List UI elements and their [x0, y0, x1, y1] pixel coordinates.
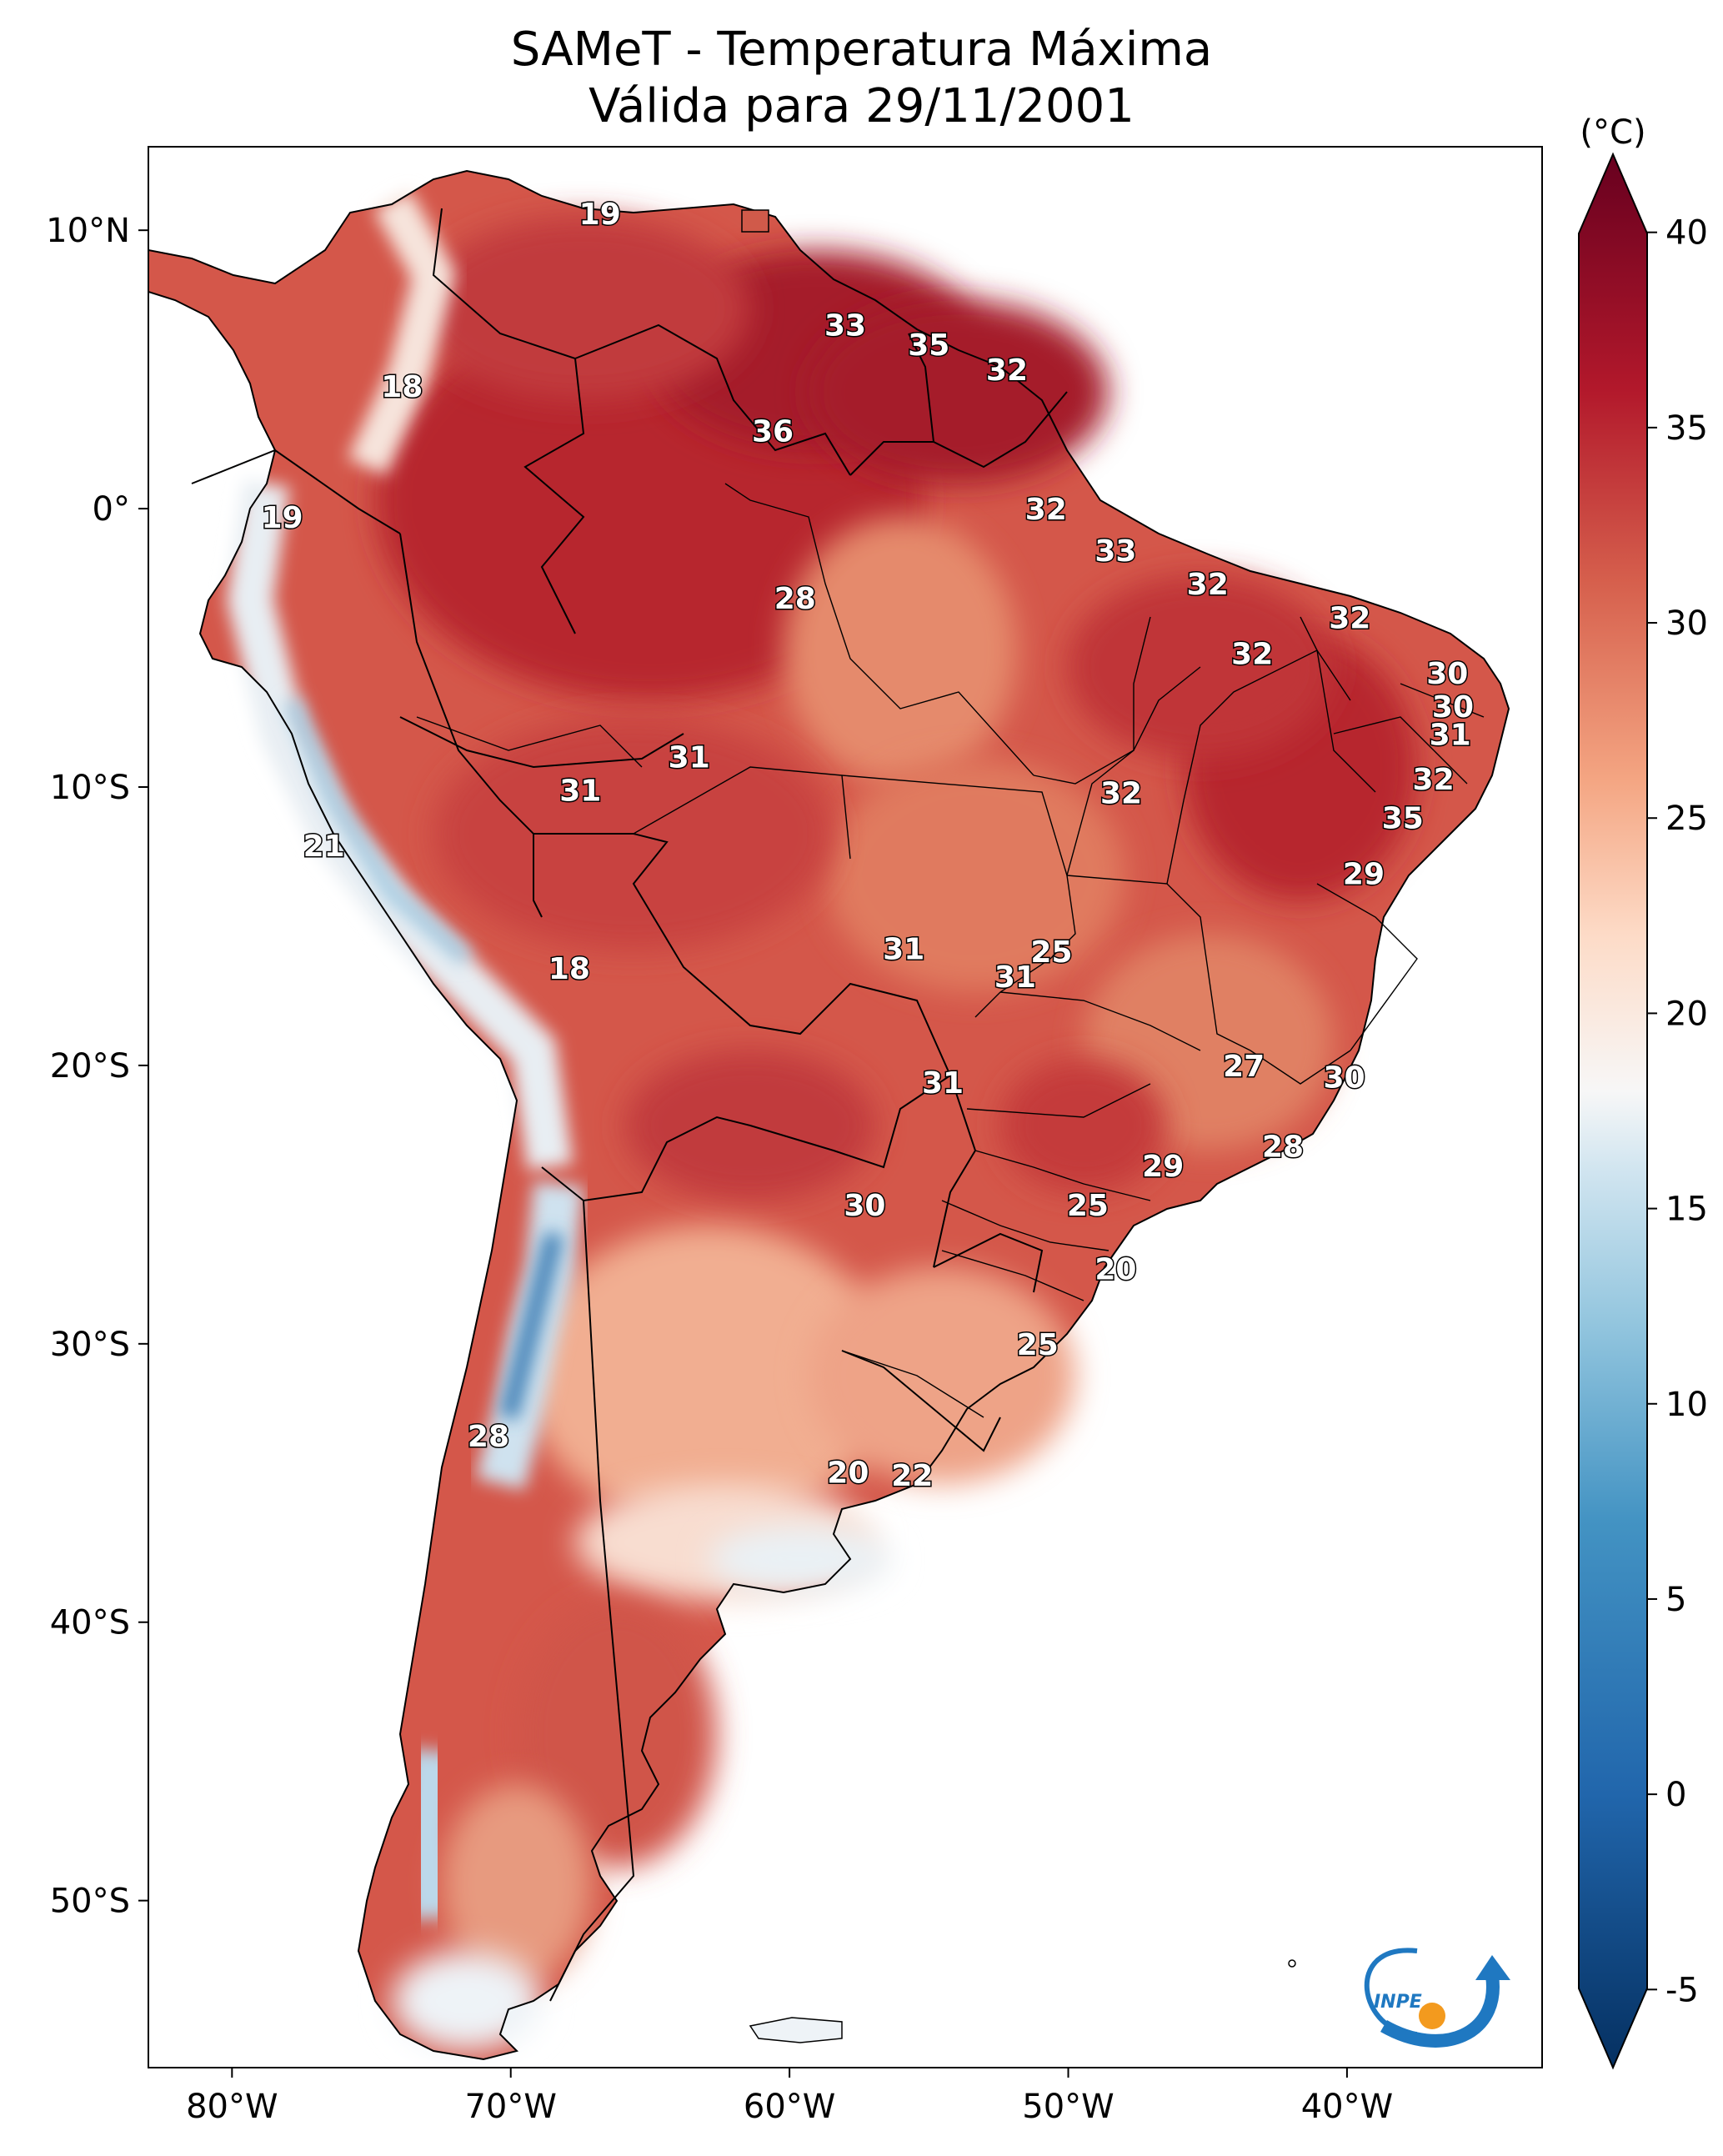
colorbar-tick-label: 5	[1665, 1581, 1686, 1619]
map-frame	[148, 146, 1543, 2068]
x-tick-label: 40°W	[1301, 2088, 1393, 2126]
colorbar-tick-label: 35	[1665, 409, 1708, 448]
contour-label: 31	[669, 740, 710, 775]
contour-label: 25	[1030, 935, 1072, 970]
state-borders	[416, 483, 1485, 1418]
temperature-field	[375, 217, 1417, 2051]
contour-label: 25	[1017, 1328, 1059, 1362]
contour-label: 30	[1432, 690, 1474, 725]
colorbar-body	[1578, 152, 1648, 2070]
contour-label: 31	[883, 933, 924, 967]
contour-label: 31	[559, 774, 601, 808]
y-tick-label: 0°	[93, 490, 130, 529]
contour-label: 31	[994, 960, 1036, 995]
coastline	[148, 169, 1510, 2061]
y-tick-label: 50°S	[50, 1883, 130, 1921]
y-tick-label: 10°S	[50, 769, 130, 807]
colorbar-tick-label: 0	[1665, 1776, 1686, 1814]
y-axis: 10°N 0° 10°S 20°S 30°S 40°S 50°S	[46, 212, 148, 1921]
contour-label: 29	[1343, 858, 1385, 892]
contour-label: 19	[261, 501, 303, 535]
contour-label: 35	[1382, 802, 1424, 836]
x-tick-label: 70°W	[464, 2088, 556, 2126]
contour-label: 18	[381, 370, 423, 404]
contour-label: 32	[1231, 638, 1273, 672]
x-tick-label: 50°W	[1022, 2088, 1114, 2126]
map-subtitle: Válida para 29/11/2001	[589, 79, 1134, 133]
contour-label: 31	[1430, 719, 1471, 753]
colorbar-tick-label: 30	[1665, 604, 1708, 643]
inpe-logo-text: INPE	[1374, 1992, 1422, 2013]
contour-label: 28	[1262, 1131, 1304, 1165]
colorbar-tick-label: 25	[1665, 800, 1708, 838]
contour-label: 30	[844, 1189, 885, 1223]
contour-label: 20	[827, 1456, 869, 1490]
contour-label: 32	[1413, 763, 1455, 797]
contour-label: 28	[774, 582, 816, 616]
contour-label: 28	[468, 1420, 509, 1454]
contour-label: 32	[1100, 777, 1142, 811]
contour-label: 32	[1329, 601, 1370, 635]
contour-label: 32	[1187, 568, 1229, 602]
contour-label: 32	[986, 353, 1028, 388]
contour-label: 32	[1025, 493, 1067, 527]
map-title: SAMeT - Temperatura Máxima	[510, 23, 1213, 77]
y-tick-label: 40°S	[50, 1604, 130, 1642]
y-tick-label: 20°S	[50, 1047, 130, 1086]
contour-label: 18	[548, 952, 590, 986]
colorbar-tick-label: 15	[1665, 1191, 1708, 1229]
andes-cold-belt	[227, 189, 584, 1920]
islands	[741, 209, 1296, 2043]
contour-label: 33	[824, 309, 866, 343]
contour-label: 30	[1426, 657, 1468, 691]
x-tick-label: 80°W	[186, 2088, 278, 2126]
contour-label: 21	[303, 830, 345, 864]
colorbar: (°C) -5 0 5 10 15 20 25 30 35 40	[1578, 113, 1708, 2070]
y-tick-label: 10°N	[46, 212, 130, 250]
x-axis: 80°W 70°W 60°W 50°W 40°W	[186, 2068, 1393, 2126]
inpe-logo: INPE	[1364, 1948, 1510, 2048]
contour-label: 19	[579, 198, 621, 232]
contour-label: 36	[752, 415, 794, 449]
contour-label: 31	[922, 1066, 964, 1101]
colorbar-ticks: -5 0 5 10 15 20 25 30 35 40	[1647, 214, 1708, 2009]
contour-label: 33	[1094, 534, 1136, 569]
colorbar-tick-label: -5	[1665, 1971, 1699, 2009]
colorbar-tick-label: 10	[1665, 1386, 1708, 1424]
contour-label: 22	[891, 1459, 933, 1493]
country-borders	[191, 208, 1068, 2002]
contour-label: 25	[1067, 1189, 1109, 1223]
y-tick-label: 30°S	[50, 1326, 130, 1364]
contour-label: 35	[908, 328, 949, 363]
contour-label: 29	[1142, 1150, 1184, 1184]
contour-label: 27	[1223, 1050, 1265, 1084]
colorbar-tick-label: 20	[1665, 995, 1708, 1033]
colorbar-tick-label: 40	[1665, 214, 1708, 253]
contour-label: 20	[1094, 1253, 1136, 1287]
x-tick-label: 60°W	[744, 2088, 835, 2126]
colorbar-unit-label: (°C)	[1580, 113, 1645, 152]
contour-label: 30	[1324, 1060, 1365, 1095]
